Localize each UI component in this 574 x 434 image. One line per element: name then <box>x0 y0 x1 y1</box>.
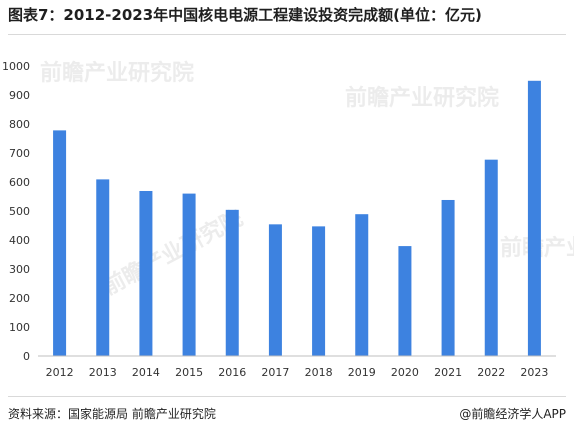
bar <box>139 190 153 356</box>
x-tick-label: 2017 <box>261 366 289 379</box>
x-tick-label: 2021 <box>434 366 462 379</box>
source-note: 资料来源：国家能源局 前瞻产业研究院 <box>8 407 216 421</box>
bar <box>355 214 369 356</box>
x-tick-label: 2014 <box>132 366 160 379</box>
y-tick-label: 600 <box>9 176 30 189</box>
chart-title: 图表7：2012-2023年中国核电电源工程建设投资完成额(单位：亿元) <box>8 6 482 24</box>
x-tick-label: 2015 <box>175 366 203 379</box>
y-tick-label: 700 <box>9 147 30 160</box>
bar-chart: 0 100 200 300 400 500 600 700 800 900 1000 2012 2013… <box>2 60 556 379</box>
y-tick-label: 800 <box>9 118 30 131</box>
y-tick-label: 0 <box>23 350 30 363</box>
title-divider <box>8 34 566 35</box>
y-tick-label: 100 <box>9 321 30 334</box>
x-tick-label: 2022 <box>477 366 505 379</box>
bar <box>398 246 412 356</box>
bar <box>53 130 67 356</box>
bar <box>441 199 455 356</box>
bar <box>96 179 110 356</box>
bar <box>484 159 498 356</box>
bar <box>268 224 282 356</box>
x-tick-label: 2023 <box>520 366 548 379</box>
y-tick-label: 500 <box>9 205 30 218</box>
y-tick-label: 900 <box>9 89 30 102</box>
y-tick-label: 400 <box>9 234 30 247</box>
y-tick-label: 1000 <box>2 60 30 73</box>
x-tick-label: 2018 <box>305 366 333 379</box>
x-tick-label: 2016 <box>218 366 246 379</box>
bar <box>527 80 541 356</box>
watermark: 前瞻产业研究院 <box>40 61 195 86</box>
x-tick-label: 2019 <box>348 366 376 379</box>
bar <box>182 193 196 356</box>
watermark: 前瞻产业研究院 <box>345 86 500 111</box>
x-tick-label: 2020 <box>391 366 419 379</box>
y-tick-label: 300 <box>9 263 30 276</box>
x-tick-label: 2012 <box>46 366 74 379</box>
x-tick-label: 2013 <box>89 366 117 379</box>
bar <box>312 226 326 356</box>
credit-note: @前瞻经济学人APP <box>459 407 566 421</box>
footer-divider <box>8 396 566 397</box>
y-tick-label: 200 <box>9 292 30 305</box>
bar <box>225 209 239 356</box>
